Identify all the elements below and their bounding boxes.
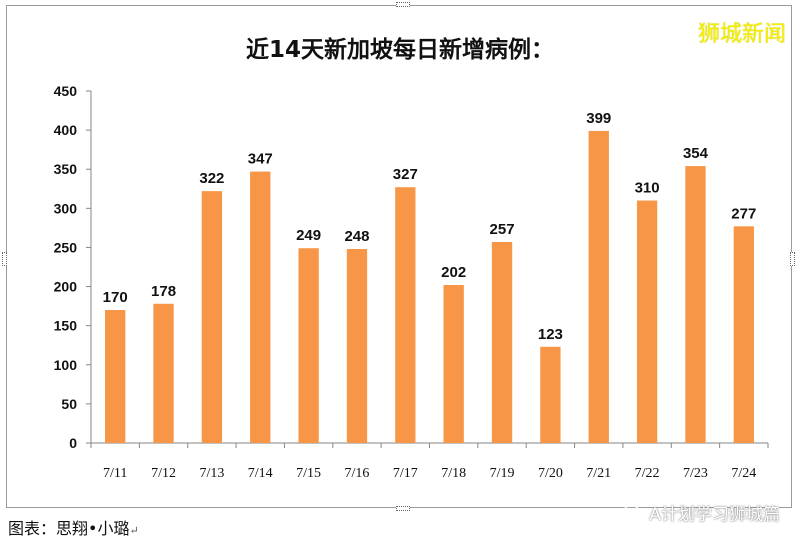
bar	[250, 171, 271, 443]
y-tick-label: 50	[61, 396, 77, 412]
data-label: 170	[103, 289, 128, 306]
resize-handle-bottom[interactable]	[396, 506, 410, 511]
data-label: 327	[393, 166, 418, 183]
wechat-icon	[623, 504, 645, 520]
bars	[105, 130, 754, 444]
x-tick-label: 7/13	[199, 466, 224, 481]
data-label: 277	[731, 205, 756, 222]
source-watermark-text: A计划学习狮城篇	[649, 505, 780, 525]
bar	[298, 248, 319, 443]
bar	[685, 166, 706, 444]
data-label: 310	[635, 180, 660, 197]
y-tick-label: 100	[54, 357, 78, 373]
data-label: 322	[199, 170, 224, 187]
data-label: 354	[683, 145, 709, 162]
caption-text: 图表：思翔•小璐	[8, 519, 130, 538]
y-tick-label: 400	[54, 122, 78, 138]
x-tick-label: 7/21	[586, 466, 611, 481]
bar	[395, 187, 416, 443]
y-tick-label: 450	[54, 83, 78, 99]
source-watermark: A计划学习狮城篇	[623, 500, 780, 525]
x-tick-label: 7/19	[490, 466, 515, 481]
data-labels: 170 178 322 347 249 248 327 202 257 123 399 310 354 2…	[103, 110, 757, 343]
y-axis: 0 50 100 150 200 250 300 350 400 450	[54, 83, 92, 451]
bar	[443, 284, 464, 443]
figure-caption: 图表：思翔•小璐↵	[8, 515, 139, 539]
data-label: 347	[248, 151, 273, 168]
x-tick-label: 7/15	[296, 466, 321, 481]
bar	[201, 191, 223, 443]
bar	[153, 303, 174, 443]
x-tick-label: 7/12	[151, 466, 176, 481]
y-tick-label: 0	[69, 435, 77, 451]
bar	[588, 130, 609, 444]
bar	[636, 200, 658, 443]
resize-handle-right[interactable]	[790, 252, 795, 266]
x-tick-label: 7/22	[635, 466, 660, 481]
y-tick-label: 150	[54, 318, 78, 334]
x-tick-label: 7/17	[393, 466, 418, 481]
bar	[733, 226, 754, 443]
x-tick-label: 7/20	[538, 466, 563, 481]
paragraph-mark: ↵	[129, 524, 139, 537]
data-label: 123	[538, 326, 563, 343]
data-label: 249	[296, 227, 321, 244]
x-tick-label: 7/11	[103, 466, 127, 481]
x-tick-label: 7/24	[731, 466, 756, 481]
x-tick-label: 7/23	[683, 466, 708, 481]
chart-title: 近14天新加坡每日新增病例：	[245, 37, 554, 63]
y-tick-label: 350	[54, 161, 78, 177]
data-label: 257	[490, 221, 515, 238]
x-tick-label: 7/18	[441, 466, 466, 481]
y-tick-label: 250	[54, 239, 78, 255]
resize-handle-left[interactable]	[2, 252, 7, 266]
data-label: 202	[441, 264, 466, 281]
y-tick-label: 200	[54, 279, 78, 295]
resize-handle-top[interactable]	[396, 2, 410, 7]
data-label: 178	[151, 283, 176, 300]
x-tick-label: 7/16	[345, 466, 370, 481]
x-axis: 7/11 7/12 7/13 7/14 7/15 7/16 7/17 7/18 7/19 7/20…	[90, 442, 769, 481]
watermark-logo-text: 狮城新闻	[697, 22, 786, 47]
bar	[346, 249, 368, 443]
x-tick-label: 7/14	[248, 466, 273, 481]
data-label: 399	[586, 110, 611, 127]
bar	[105, 310, 126, 443]
bar	[491, 241, 513, 443]
data-label: 248	[344, 228, 369, 245]
bar	[540, 346, 561, 443]
y-tick-label: 300	[54, 200, 78, 216]
